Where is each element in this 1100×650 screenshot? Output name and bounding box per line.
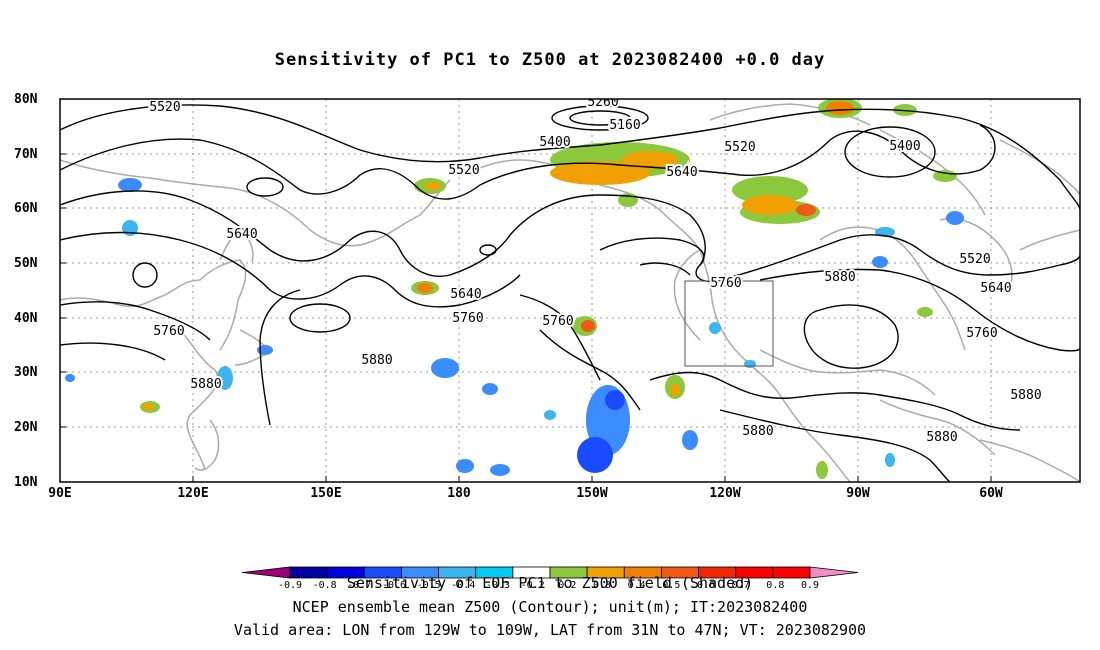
lat-label: 10N	[14, 475, 38, 490]
lon-label: 120E	[177, 486, 209, 501]
lon-label: 150W	[576, 486, 608, 501]
lat-label: 60N	[14, 201, 38, 216]
colorbar-tick-label: 0.5	[662, 580, 680, 591]
contour-label: 5160	[609, 118, 640, 133]
lon-label: 180	[447, 486, 471, 501]
contour-label: 5880	[742, 424, 773, 439]
lon-label: 60W	[979, 486, 1003, 501]
colorbar-tick-label: 0.7	[732, 580, 750, 591]
colorbar-max-arrow	[809, 566, 859, 579]
colorbar-tick-label: -0.9	[278, 580, 302, 591]
z500-contours	[60, 104, 1080, 482]
contour-label: 5400	[539, 135, 570, 150]
contour-label: 5260	[587, 95, 618, 110]
contour-label: 5640	[450, 287, 481, 302]
colorbar: -0.9 -0.8 -0.7 -0.6 -0.5 -0.4 -0.3 -0.2 0.2 0.3 0.…	[241, 566, 859, 591]
contour-label: 5880	[190, 377, 221, 392]
valid-area-box	[684, 280, 774, 367]
lat-label: 30N	[14, 365, 38, 380]
lat-label: 50N	[14, 256, 38, 271]
contour-label: 5880	[361, 353, 392, 368]
contour-label: 5880	[824, 270, 855, 285]
colorbar-tick-label: -0.6	[382, 580, 406, 591]
colorbar-tick-label: -0.5	[417, 580, 441, 591]
contour-label: 5520	[149, 100, 180, 115]
contour-label: 5640	[666, 165, 697, 180]
contour-label: 5880	[926, 430, 957, 445]
colorbar-tick-label: 0.6	[697, 580, 715, 591]
contour-label: 5640	[980, 281, 1011, 296]
lat-label: 40N	[14, 311, 38, 326]
caption-contour: NCEP ensemble mean Z500 (Contour); unit(…	[292, 598, 808, 616]
lat-label: 70N	[14, 147, 38, 162]
contour-label: 5520	[724, 140, 755, 155]
contour-label: 5760	[542, 314, 573, 329]
lon-label: 90W	[846, 486, 870, 501]
colorbar-tick-label: -0.4	[451, 580, 475, 591]
contour-label: 5760	[153, 324, 184, 339]
colorbar-tick-label: -0.7	[347, 580, 371, 591]
caption-shaded: Sensitivity of EOF PC1 to Z500 field (Sh…	[346, 574, 754, 592]
lon-label: 150E	[310, 486, 342, 501]
colorbar-tick-label: 0.9	[801, 580, 819, 591]
contour-label: 5760	[710, 276, 741, 291]
sensitivity-shading	[65, 99, 964, 479]
colorbar-tick-label: 0.2	[558, 580, 576, 591]
caption-valid-area: Valid area: LON from 129W to 109W, LAT f…	[233, 621, 867, 639]
colorbar-tick-label: 0.3	[593, 580, 611, 591]
contour-label: 5400	[889, 139, 920, 154]
lon-label: 90E	[48, 486, 72, 501]
contour-label: 5880	[1010, 388, 1041, 403]
contour-label: 5760	[452, 311, 483, 326]
map-frame	[59, 98, 1081, 483]
axis-ticks	[59, 98, 992, 483]
colorbar-tick-label: -0.8	[313, 580, 337, 591]
colorbar-tick-label: 0.4	[628, 580, 646, 591]
lon-label: 120W	[709, 486, 741, 501]
contour-label: 5760	[966, 326, 997, 341]
lat-label: 20N	[14, 420, 38, 435]
colorbar-tick-label: 0.8	[766, 580, 784, 591]
contour-label: 5520	[959, 252, 990, 267]
contour-label: 5520	[448, 163, 479, 178]
colorbar-tick-label: -0.2	[521, 580, 545, 591]
colorbar-tick-label: -0.3	[486, 580, 510, 591]
map-title: Sensitivity of PC1 to Z500 at 2023082400…	[274, 50, 826, 70]
contour-label: 5640	[226, 227, 257, 242]
lat-label: 80N	[14, 92, 38, 107]
